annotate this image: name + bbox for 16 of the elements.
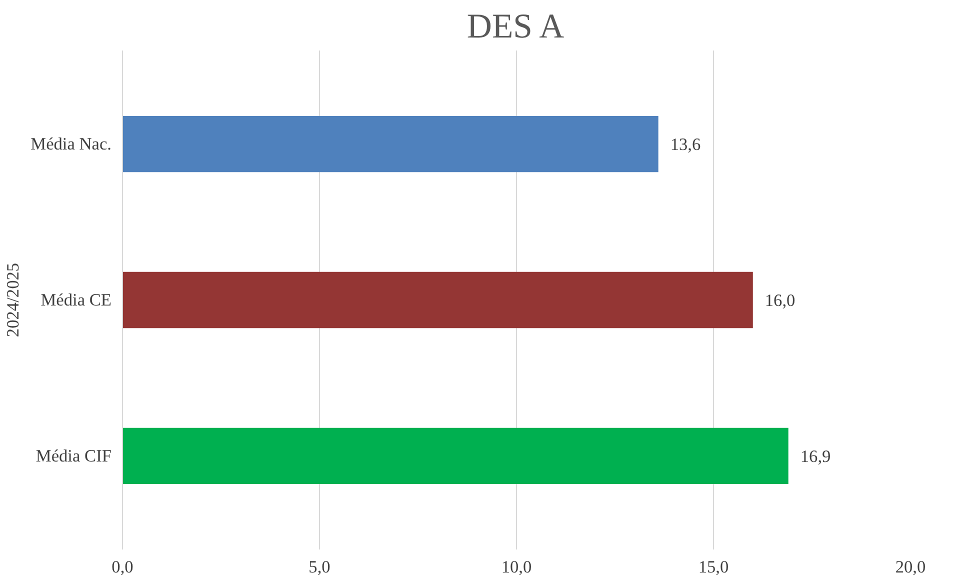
y-tick-label: Média Nac. bbox=[30, 134, 112, 154]
bar bbox=[122, 116, 658, 172]
chart-title: DES A bbox=[466, 8, 564, 46]
bar bbox=[122, 428, 788, 484]
data-label: 13,6 bbox=[670, 135, 701, 154]
y-axis-title: 2024/2025 bbox=[4, 262, 23, 338]
bar bbox=[122, 272, 753, 328]
data-label: 16,0 bbox=[764, 291, 796, 310]
x-tick-label: 20,0 bbox=[895, 558, 926, 576]
x-tick-label: 10,0 bbox=[501, 558, 532, 576]
x-tick-label: 0,0 bbox=[112, 558, 134, 576]
y-tick-label: Média CE bbox=[40, 290, 112, 310]
y-tick-label: Média CIF bbox=[36, 446, 112, 466]
x-tick-label: 15,0 bbox=[698, 558, 729, 576]
data-label: 16,9 bbox=[800, 446, 831, 466]
x-tick-label: 5,0 bbox=[308, 558, 330, 576]
